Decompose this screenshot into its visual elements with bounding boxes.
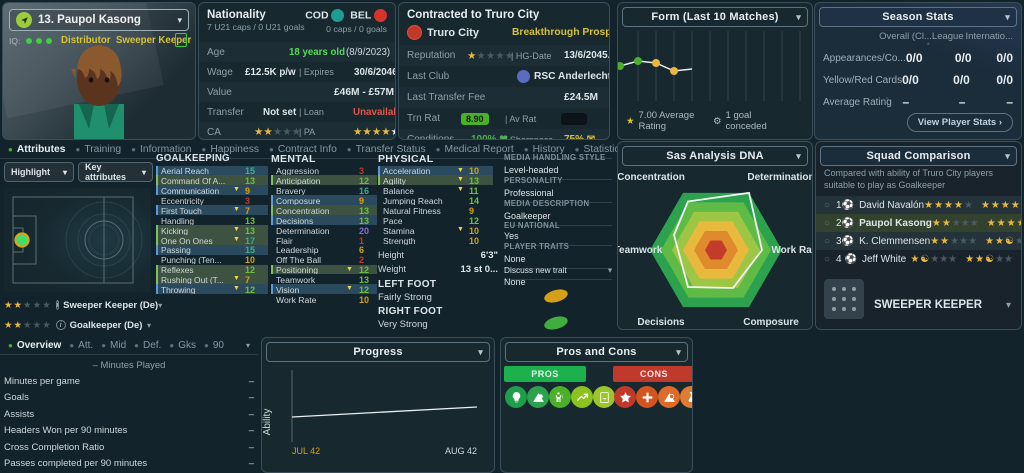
svg-text:AUG 42: AUG 42	[445, 446, 477, 456]
svg-text:JUL 42: JUL 42	[292, 446, 320, 456]
svg-text:Composure: Composure	[743, 317, 799, 328]
svg-text:Teamwork: Teamwork	[618, 245, 663, 256]
svg-text:Concentration: Concentration	[618, 172, 685, 183]
svg-text:Work Rate: Work Rate	[771, 245, 813, 256]
svg-text:Ability: Ability	[262, 409, 273, 436]
svg-text:Determination: Determination	[747, 172, 813, 183]
svg-text:Decisions: Decisions	[637, 317, 685, 328]
svg-text:i: i	[562, 394, 563, 399]
